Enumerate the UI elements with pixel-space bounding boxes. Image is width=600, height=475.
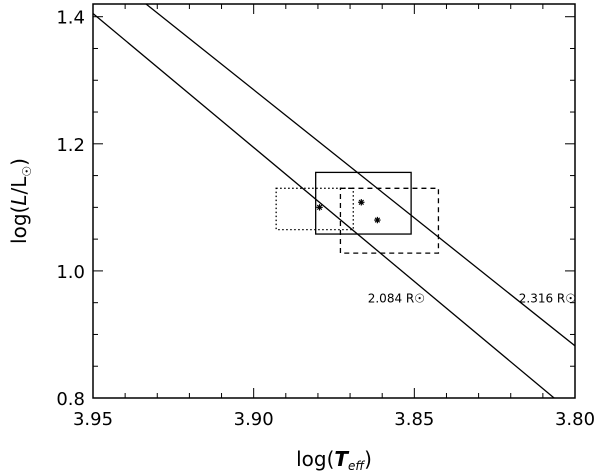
radius-line-1 [93, 13, 555, 398]
radius-label-2: 2.316 R☉ [519, 292, 576, 306]
plot-marks [93, 4, 575, 398]
y-tick-label: 1.0 [56, 262, 85, 283]
x-axis-label: log(Teff) [296, 447, 372, 473]
star-marker [374, 216, 381, 224]
error-box-dashed [339, 187, 440, 254]
y-tick-label: 0.8 [56, 389, 85, 410]
x-tick-label: 3.80 [555, 409, 595, 430]
axis-tick-labels: 3.95 3.90 3.85 3.80 0.8 1.0 1.2 1.4 [56, 8, 595, 430]
plot-frame [92, 3, 576, 399]
plot-annotations: 2.084 R☉ 2.316 R☉ [368, 292, 576, 306]
x-tick-label: 3.90 [234, 409, 274, 430]
star-marker [358, 199, 365, 206]
error-box-dotted [275, 187, 354, 231]
radius-line-2 [145, 4, 575, 347]
radius-label-1: 2.084 R☉ [368, 292, 425, 306]
star-marker [316, 204, 323, 211]
x-tick-label: 3.85 [394, 409, 434, 430]
y-tick-label: 1.4 [56, 8, 85, 29]
y-axis-label: log(L/L☉) [7, 158, 34, 244]
y-tick-label: 1.2 [56, 135, 85, 156]
x-tick-label: 3.95 [73, 409, 113, 430]
axis-ticks [92, 4, 576, 399]
error-box-solid [315, 171, 412, 235]
